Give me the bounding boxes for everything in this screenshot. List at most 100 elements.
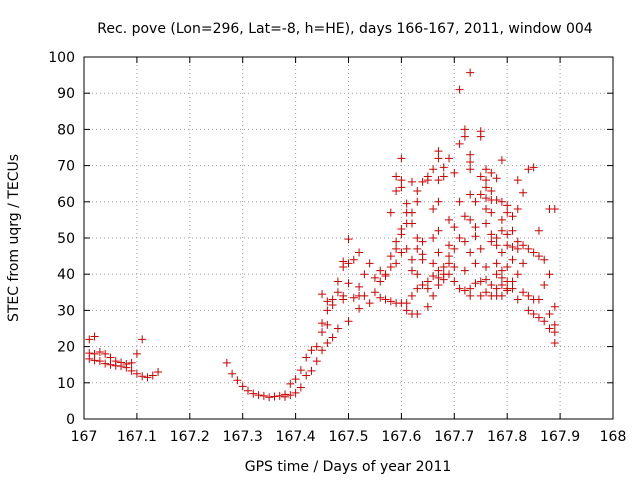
data-point xyxy=(545,270,554,279)
data-point xyxy=(529,163,538,172)
data-point xyxy=(413,270,422,279)
data-point xyxy=(460,286,469,295)
y-tick-label: 20 xyxy=(57,340,75,356)
data-point xyxy=(455,234,464,242)
data-point xyxy=(233,376,242,385)
data-point xyxy=(513,237,522,246)
data-point xyxy=(95,348,104,357)
data-point xyxy=(318,290,327,299)
y-tick-label: 90 xyxy=(57,86,75,102)
data-point xyxy=(492,234,501,242)
data-point xyxy=(439,275,448,284)
data-point xyxy=(513,295,522,304)
data-point xyxy=(460,212,469,221)
data-point xyxy=(117,362,126,371)
data-point xyxy=(407,219,416,228)
data-point xyxy=(132,369,141,378)
data-point xyxy=(503,262,512,271)
data-point xyxy=(302,371,311,380)
data-point xyxy=(508,212,517,221)
data-point xyxy=(423,284,432,293)
data-point xyxy=(407,255,416,264)
data-point xyxy=(497,197,506,206)
data-point xyxy=(497,281,506,290)
data-point xyxy=(519,259,528,268)
data-point xyxy=(376,266,385,275)
data-point xyxy=(296,366,305,375)
y-tick-label: 40 xyxy=(57,267,75,283)
data-point xyxy=(513,244,522,253)
data-point xyxy=(249,389,258,398)
data-point xyxy=(550,205,559,214)
data-point xyxy=(508,243,517,252)
data-point xyxy=(524,306,533,315)
data-point xyxy=(243,386,252,395)
data-point xyxy=(339,295,348,304)
data-point xyxy=(397,176,406,185)
data-point xyxy=(323,306,332,315)
data-point xyxy=(132,349,141,358)
data-point xyxy=(471,223,480,232)
x-tick-label: 167.1 xyxy=(117,429,157,445)
data-point xyxy=(503,230,512,239)
data-point xyxy=(365,299,374,308)
data-point xyxy=(355,248,364,257)
data-point xyxy=(418,255,427,264)
y-tick-label: 30 xyxy=(57,303,75,319)
data-point xyxy=(270,392,279,401)
data-point xyxy=(482,176,491,185)
data-point xyxy=(333,324,342,333)
data-point xyxy=(312,342,321,351)
x-tick-label: 167.6 xyxy=(381,429,421,445)
data-point xyxy=(434,226,443,235)
data-point xyxy=(397,248,406,257)
data-point xyxy=(423,302,432,311)
data-point xyxy=(513,270,522,279)
y-tick-label: 70 xyxy=(57,159,75,175)
data-point xyxy=(503,201,512,210)
data-point xyxy=(101,359,110,368)
data-point xyxy=(101,349,110,358)
data-point xyxy=(222,358,231,367)
data-point xyxy=(106,353,115,362)
data-point xyxy=(487,186,496,195)
tick-labels: 167 167.1 167.2 167.3 167.4 167.5 167.6 167.7 16… xyxy=(48,50,626,445)
data-point xyxy=(386,208,395,217)
data-point xyxy=(439,163,448,172)
data-point xyxy=(455,284,464,293)
y-axis-label: STEC from uqrg / TECUs xyxy=(6,154,22,322)
data-point xyxy=(291,375,300,384)
data-point xyxy=(466,68,475,77)
data-point xyxy=(550,328,559,337)
chart-title: Rec. pove (Lon=296, Lat=-8, h=HE), days … xyxy=(97,21,593,37)
data-point xyxy=(344,235,353,244)
data-point xyxy=(455,139,464,148)
data-point xyxy=(466,215,475,224)
data-point xyxy=(450,262,459,271)
data-point xyxy=(508,226,517,235)
y-tick-label: 10 xyxy=(57,376,75,392)
data-point xyxy=(376,277,385,286)
data-point xyxy=(487,208,496,217)
data-point xyxy=(508,255,517,264)
data-point xyxy=(524,165,533,174)
data-point xyxy=(365,259,374,268)
data-point xyxy=(318,328,327,337)
data-point xyxy=(497,266,506,275)
data-point xyxy=(423,277,432,286)
data-point xyxy=(434,176,443,185)
data-point xyxy=(265,393,274,402)
data-point xyxy=(127,366,136,375)
data-point xyxy=(402,299,411,308)
data-point xyxy=(534,313,543,322)
data-point xyxy=(455,197,464,206)
data-point xyxy=(497,248,506,257)
data-point xyxy=(482,288,491,297)
data-point xyxy=(429,165,438,174)
data-point xyxy=(445,259,454,268)
data-point xyxy=(434,147,443,156)
data-point xyxy=(307,346,316,355)
data-point xyxy=(497,226,506,235)
data-point xyxy=(143,373,152,382)
